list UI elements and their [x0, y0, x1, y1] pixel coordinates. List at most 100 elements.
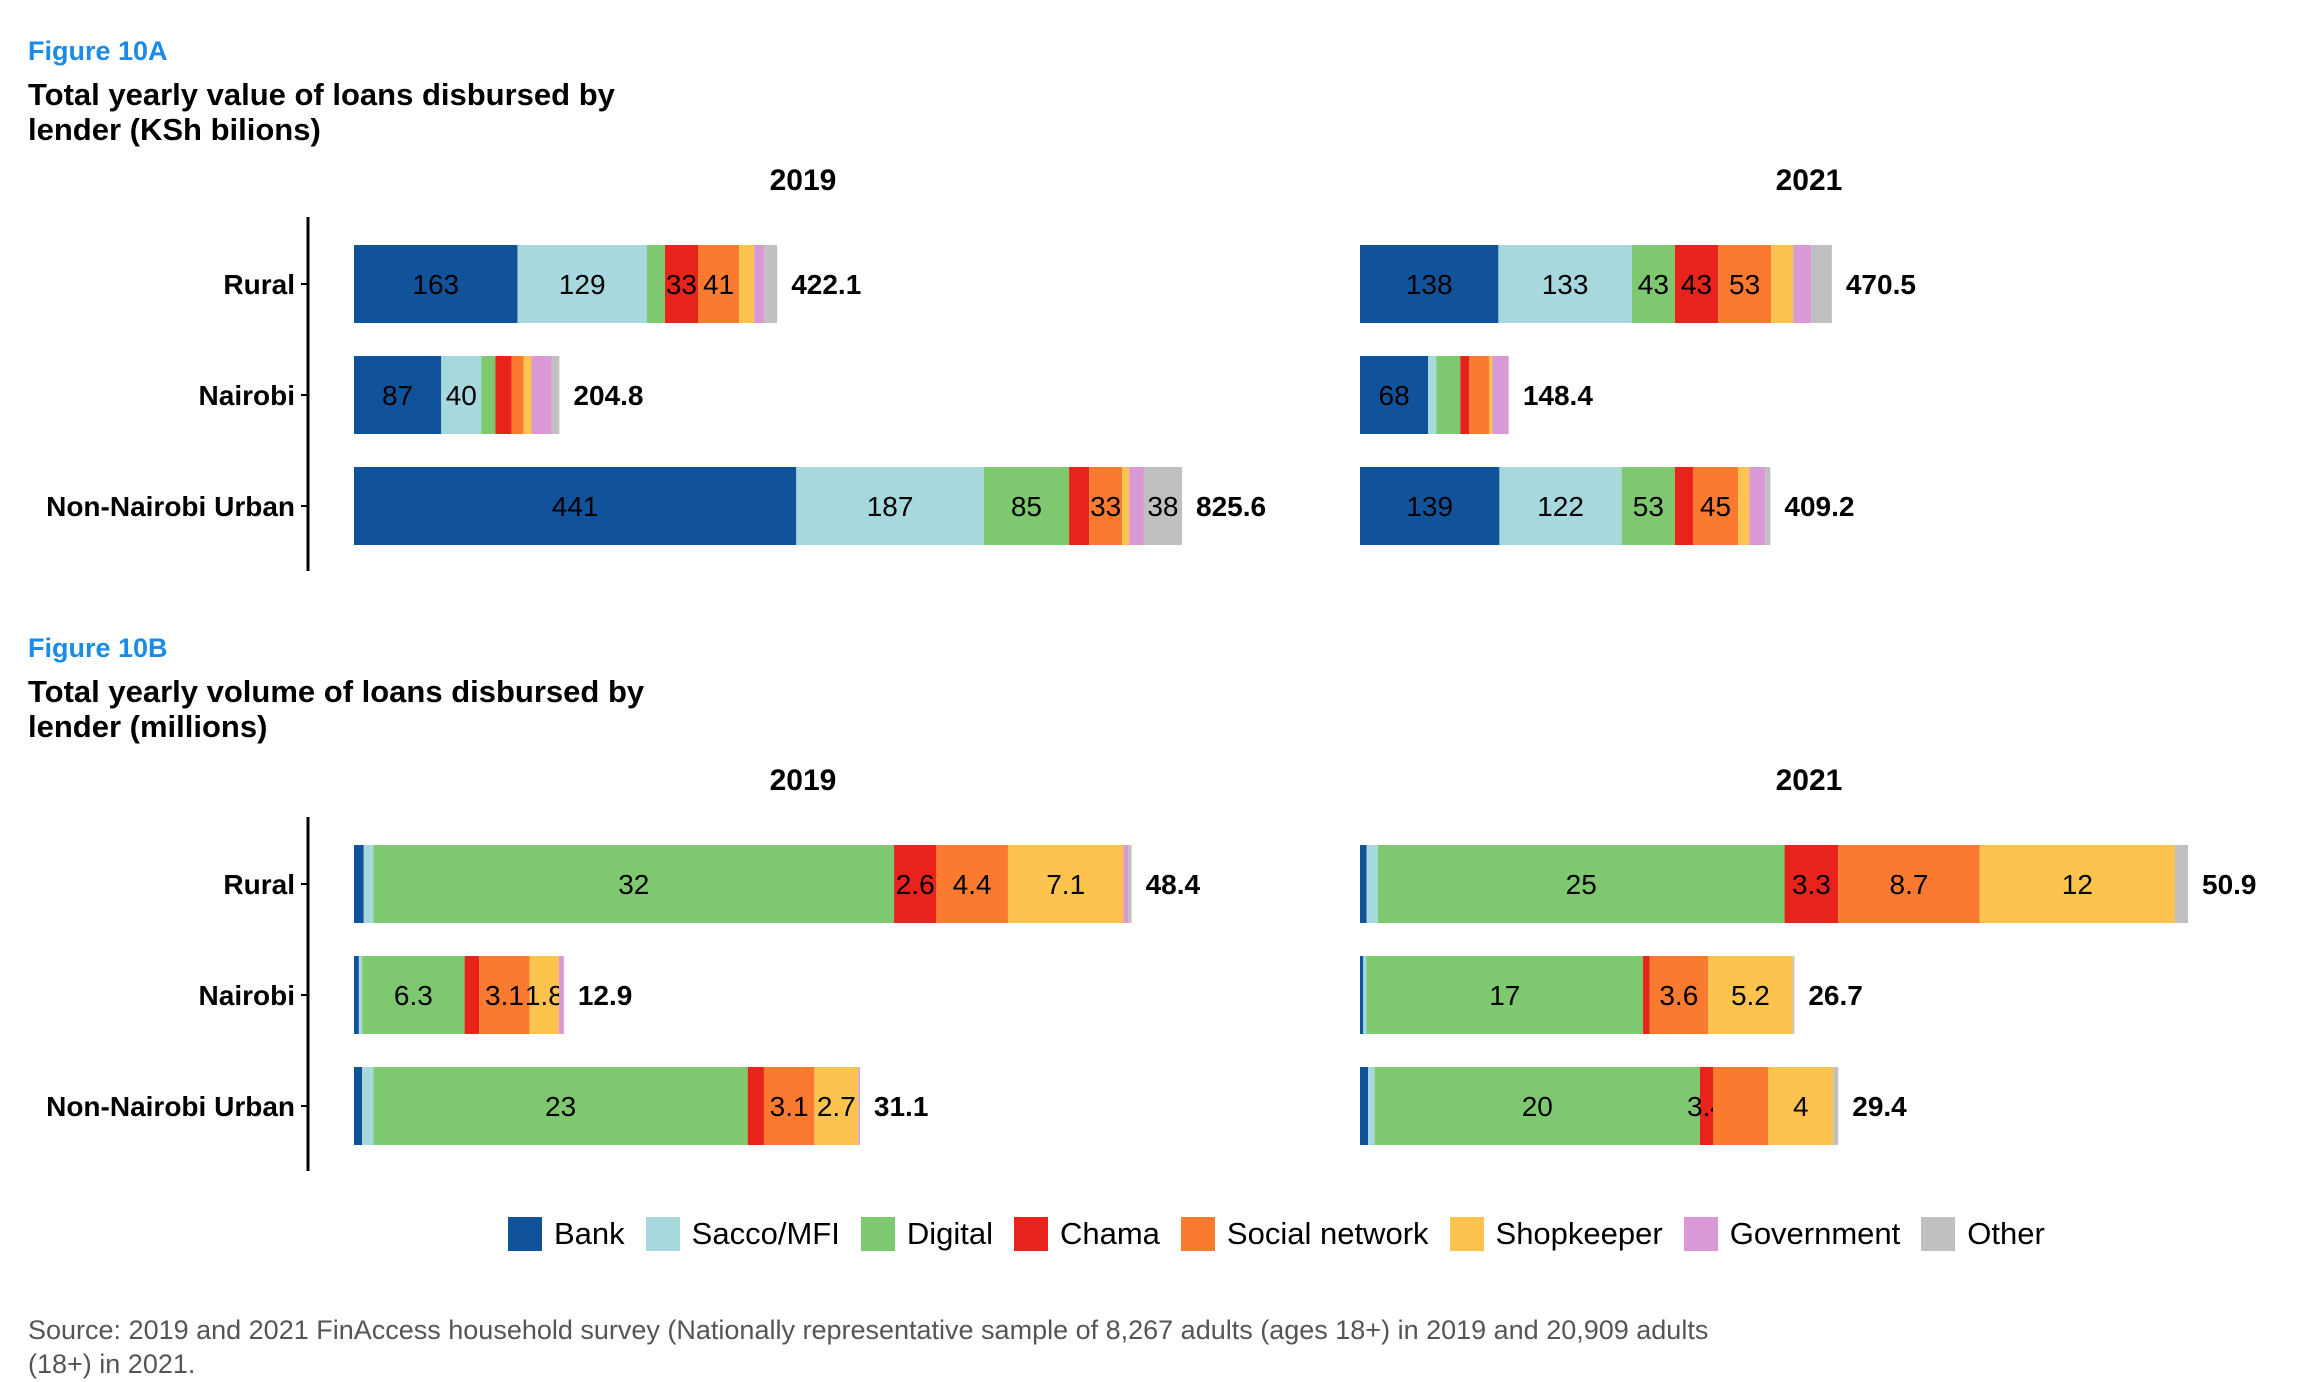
fig-a-data-label: 129	[559, 269, 606, 300]
fig-b-bar-2019-rural-other	[1128, 845, 1132, 923]
legend-label-bank: Bank	[554, 1216, 625, 1251]
fig-a-bar-2021-rural-other	[1811, 245, 1832, 323]
fig-b-panel-title-2019: 2019	[770, 764, 837, 797]
fig-b-bar-2021-rural-shopkeeper	[1979, 845, 2175, 923]
source-note: Source: 2019 and 2021 FinAccess househol…	[28, 1315, 1709, 1379]
legend-item-digital: Digital	[860, 1216, 993, 1252]
legend-swatch-government	[1683, 1217, 1718, 1251]
fig-b-total-label: 50.9	[2202, 869, 2257, 900]
stacked-bar-charts: Rural Nairobi Non-Nairobi Urban 2019 163 129 3…	[46, 164, 2257, 1171]
figure-10a-title: Total yearly value of loans disbursed by…	[28, 77, 615, 147]
fig-b-data-label: 32	[618, 869, 649, 900]
fig-b-bar-2019-nairobi-chama	[464, 956, 480, 1034]
fig-b-data-label: 12	[2062, 869, 2093, 900]
fig-a-bar-2021-non-nairobi-urban-chama	[1674, 467, 1693, 545]
fig-a-data-label: 139	[1406, 491, 1453, 522]
fig-a-total-label: 470.5	[1846, 269, 1916, 300]
fig-a-category-label-nairobi: Nairobi	[199, 380, 295, 411]
fig-b-bar-2019-non-nairobi-urban-sacco-mfi	[362, 1067, 374, 1145]
fig-a-bar-2021-nairobi-social-network	[1469, 356, 1490, 434]
fig-b-data-label: 25	[1566, 869, 1597, 900]
fig-a-data-label: 441	[552, 491, 599, 522]
fig-a-bar-2019-non-nairobi-urban-other	[1143, 467, 1182, 545]
fig-b-data-label: 1.8	[525, 980, 564, 1011]
fig-a-category-label-non-nairobi-urban: Non-Nairobi Urban	[46, 491, 295, 522]
fig-b-bar-2021-rural-chama	[1784, 845, 1839, 923]
fig-a-bar-2021-rural-sacco-mfi	[1498, 245, 1632, 323]
fig-b-category-label-non-nairobi-urban: Non-Nairobi Urban	[46, 1091, 295, 1122]
fig-b-bar-2021-rural-sacco-mfi	[1366, 845, 1378, 923]
fig-a-bar-2021-non-nairobi-urban-government	[1749, 467, 1766, 545]
fig-a-bar-2019-rural-chama	[664, 245, 698, 323]
fig-a-panel-title-2021: 2021	[1776, 164, 1843, 197]
fig-a-data-label: 38	[1147, 491, 1178, 522]
fig-b-bar-2019-non-nairobi-urban-digital	[373, 1067, 748, 1145]
fig-b-data-label: 2.7	[817, 1091, 856, 1122]
fig-b-data-label: 5.2	[1731, 980, 1770, 1011]
fig-a-bar-2021-non-nairobi-urban-other	[1765, 467, 1771, 545]
fig-b-data-label: 4	[1793, 1091, 1809, 1122]
fig-b-bar-2021-non-nairobi-urban-social-network	[1712, 1067, 1769, 1145]
legend-swatch-sacco-mfi	[645, 1217, 680, 1251]
fig-b-bar-2019-rural-social-network	[936, 845, 1008, 923]
fig-b-bar-2019-nairobi-sacco-mfi	[358, 956, 363, 1034]
fig-b-bar-2019-nairobi-bank	[354, 956, 359, 1034]
fig-b-bar-2019-nairobi-digital	[362, 956, 465, 1034]
fig-a-bar-2021-rural-chama	[1674, 245, 1719, 323]
fig-b-bar-2019-non-nairobi-urban-shopkeeper	[814, 1067, 859, 1145]
fig-b-bar-2019-rural-digital	[373, 845, 895, 923]
fig-a-data-label: 68	[1379, 380, 1410, 411]
fig-a-bar-2019-nairobi-social-network	[511, 356, 524, 434]
fig-b-panel-title-2021: 2021	[1776, 764, 1843, 797]
fig-a-bar-2019-nairobi-sacco-mfi	[441, 356, 482, 434]
fig-b-bar-2019-non-nairobi-urban-government	[858, 1067, 860, 1145]
fig-a-data-label: 45	[1700, 491, 1731, 522]
legend-item-other: Other	[1921, 1216, 2045, 1252]
fig-a-bar-2019-rural-social-network	[697, 245, 740, 323]
legend-label-shopkeeper: Shopkeeper	[1495, 1216, 1663, 1251]
fig-a-bar-2021-non-nairobi-urban-shopkeeper	[1738, 467, 1750, 545]
fig-a-data-label: 53	[1729, 269, 1760, 300]
fig-a-data-label: 43	[1681, 269, 1712, 300]
legend-label-digital: Digital	[906, 1216, 993, 1251]
legend-item-sacco-mfi: Sacco/MFI	[645, 1216, 840, 1252]
fig-a-bar-2021-rural-shopkeeper	[1771, 245, 1794, 323]
fig-b-total-label: 12.9	[578, 980, 633, 1011]
fig-b-data-label: 8.7	[1890, 869, 1929, 900]
legend-swatch-shopkeeper	[1449, 1217, 1484, 1251]
fig-b-data-label: 6.3	[394, 980, 433, 1011]
fig-b-bar-2021-non-nairobi-urban-shopkeeper	[1768, 1067, 1834, 1145]
fig-a-category-label-rural: Rural	[223, 269, 295, 300]
fig-a-bar-2021-nairobi-shopkeeper	[1489, 356, 1493, 434]
fig-a-bar-2019-nairobi-digital	[481, 356, 496, 434]
fig-b-total-label: 29.4	[1852, 1091, 1907, 1122]
figure-10b-title: Total yearly volume of loans disbursed b…	[28, 674, 645, 744]
legend-item-social-network: Social network	[1180, 1216, 1429, 1252]
fig-a-data-label: 33	[1090, 491, 1121, 522]
fig-a-bar-2019-non-nairobi-urban-digital	[983, 467, 1070, 545]
fig-b-data-label: 17	[1489, 980, 1520, 1011]
fig-b-data-label: 20	[1522, 1091, 1553, 1122]
fig-b-data-label: 2.6	[896, 869, 935, 900]
fig-b-data-label: 3.3	[1792, 869, 1831, 900]
fig-b-bar-2021-nairobi-social-network	[1649, 956, 1709, 1034]
legend-swatch-chama	[1013, 1217, 1048, 1251]
fig-a-bar-2019-rural-digital	[646, 245, 665, 323]
fig-b-data-label: 3.1	[770, 1091, 809, 1122]
fig-b-bar-2021-nairobi-digital	[1366, 956, 1644, 1034]
fig-a-bar-2021-rural-bank	[1360, 245, 1499, 323]
fig-b-bar-2021-nairobi-chama	[1643, 956, 1650, 1034]
fig-b-data-label: 4.4	[953, 869, 992, 900]
fig-b-bar-2021-non-nairobi-urban-chama	[1699, 1067, 1713, 1145]
legend: Bank Sacco/MFI Digital Chama Social netw…	[508, 1216, 2066, 1252]
legend-item-shopkeeper: Shopkeeper	[1449, 1216, 1663, 1252]
fig-a-data-label: 41	[703, 269, 734, 300]
fig-b-bar-2021-rural-other	[2174, 845, 2188, 923]
fig-a-bar-2021-nairobi-chama	[1460, 356, 1470, 434]
fig-a-bar-2019-nairobi-bank	[354, 356, 442, 434]
fig-a-total-label: 204.8	[573, 380, 643, 411]
fig-b-bar-2021-rural-social-network	[1838, 845, 1980, 923]
fig-a-data-label: 53	[1633, 491, 1664, 522]
fig-a-data-label: 33	[666, 269, 697, 300]
fig-b-category-label-rural: Rural	[223, 869, 295, 900]
